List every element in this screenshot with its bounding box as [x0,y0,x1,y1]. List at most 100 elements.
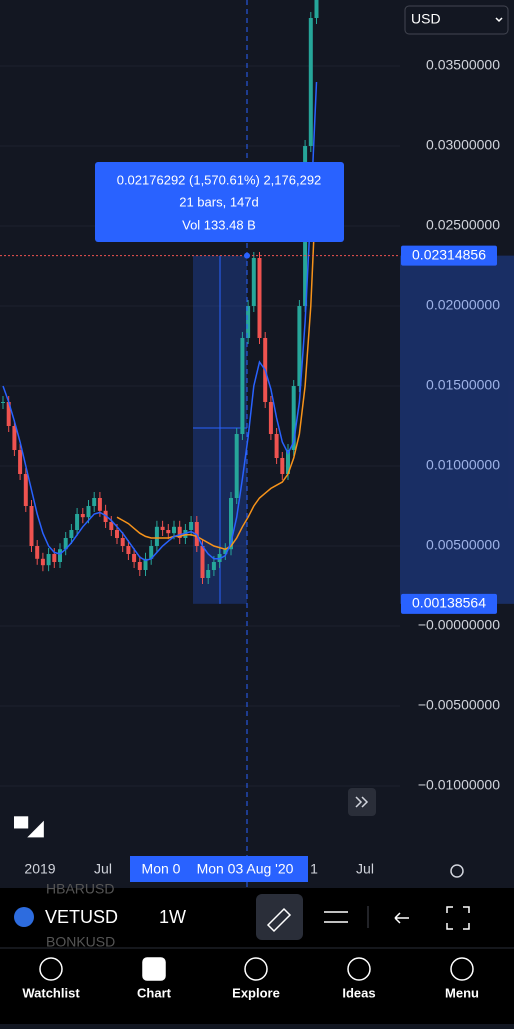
candle [1,402,5,403]
candle [29,506,34,546]
measure-tooltip [95,162,344,242]
candle [297,306,302,386]
price-label: 0.02000000 [426,297,500,313]
price-label: 0.02500000 [426,217,500,233]
candle [109,522,114,530]
nav-label[interactable]: Watchlist [22,985,80,1000]
fullscreen-icon[interactable] [446,906,470,930]
scroll-icon [355,796,369,808]
ruler-icon [266,907,292,933]
undo-icon[interactable] [394,912,409,924]
dropdown-caret [495,17,503,23]
candle [268,402,273,434]
time-label: Jul [94,861,112,877]
nav-label[interactable]: Explore [232,985,280,1000]
price-label: 0.01000000 [426,457,500,473]
candle [132,554,137,562]
nav-items: Watchlist Chart Explore Ideas Menu [22,957,479,1000]
candle [40,558,45,566]
ghost-symbol: BONKUSD [46,934,115,950]
candle [251,258,256,306]
candle [246,306,251,338]
nav-icon[interactable] [450,957,474,981]
candle [69,530,74,538]
price-marker-label: 0.00138564 [412,595,486,611]
ghost-symbol: HBARUSD [46,881,114,897]
nav-label[interactable]: Ideas [342,985,375,1000]
tv-logo: ▀◢ [14,815,44,839]
measure-change: 0.02176292 (1,570.61%) 2,176,292 [117,172,322,187]
nav-icon[interactable] [244,957,268,981]
high-point [244,252,250,259]
candle [120,538,125,546]
measure-volume: Vol 133.48 B [182,217,256,232]
nav-icon[interactable] [142,957,166,981]
candle [177,526,182,538]
candle [12,426,17,450]
currency-dropdown[interactable] [404,5,509,35]
interval[interactable]: 1W [159,907,186,927]
indicators-icon[interactable] [324,911,348,923]
candle [154,526,159,546]
time-label: Mon 0 [142,861,181,877]
moving-average [2,81,318,562]
time-label: 1 [310,861,318,877]
time-highlight [130,856,308,882]
ruler-button[interactable] [256,894,303,940]
currency-label: USD [411,11,441,27]
candle [75,514,80,530]
candle [206,570,211,578]
candle [46,554,51,566]
candle [308,18,313,146]
price-label: −0.00500000 [418,697,500,713]
candle [149,546,154,559]
candle [257,258,262,338]
candle [200,546,205,578]
price-marker [401,593,497,614]
price-label: −0.00000000 [418,617,500,633]
candle [172,526,176,534]
candle [240,338,245,434]
price-label: 0.00500000 [426,537,500,553]
candle [143,558,148,570]
candle [211,562,216,570]
price-marker [401,245,497,266]
nav-label[interactable]: Chart [137,985,172,1000]
candle [63,538,68,550]
candle [160,526,165,530]
settings-icon[interactable] [450,864,464,878]
chart-area: 0.03500000 0.03000000 0.02500000 0.02000000… [0,0,514,888]
candle [86,506,91,518]
price-label: −0.01000000 [418,777,500,793]
candle [166,530,171,534]
candle [189,522,194,530]
measure-bars: 21 bars, 147d [179,194,259,209]
candle [314,0,319,18]
candle [58,549,62,562]
candle [291,386,296,450]
axis-highlight [400,255,514,604]
bottom-nav [0,948,514,1024]
symbol[interactable]: VETUSD [45,907,118,927]
candle [280,458,285,474]
price-label: 0.03000000 [426,137,500,153]
candle [18,450,23,474]
candle [52,554,57,562]
candle [115,530,119,538]
nav-icon[interactable] [347,957,371,981]
time-label: Jul [356,861,374,877]
time-label: Mon 03 Aug '20 [197,861,294,877]
nav-icon[interactable] [39,957,63,981]
candle [274,434,279,458]
candle [183,530,188,538]
price-label: 0.01500000 [426,377,500,393]
time-label: 2019 [24,861,55,877]
candle [126,546,131,554]
candle [23,474,28,506]
candle [286,450,290,474]
candle [223,549,228,554]
candle [137,562,142,570]
nav-label[interactable]: Menu [445,985,479,1000]
